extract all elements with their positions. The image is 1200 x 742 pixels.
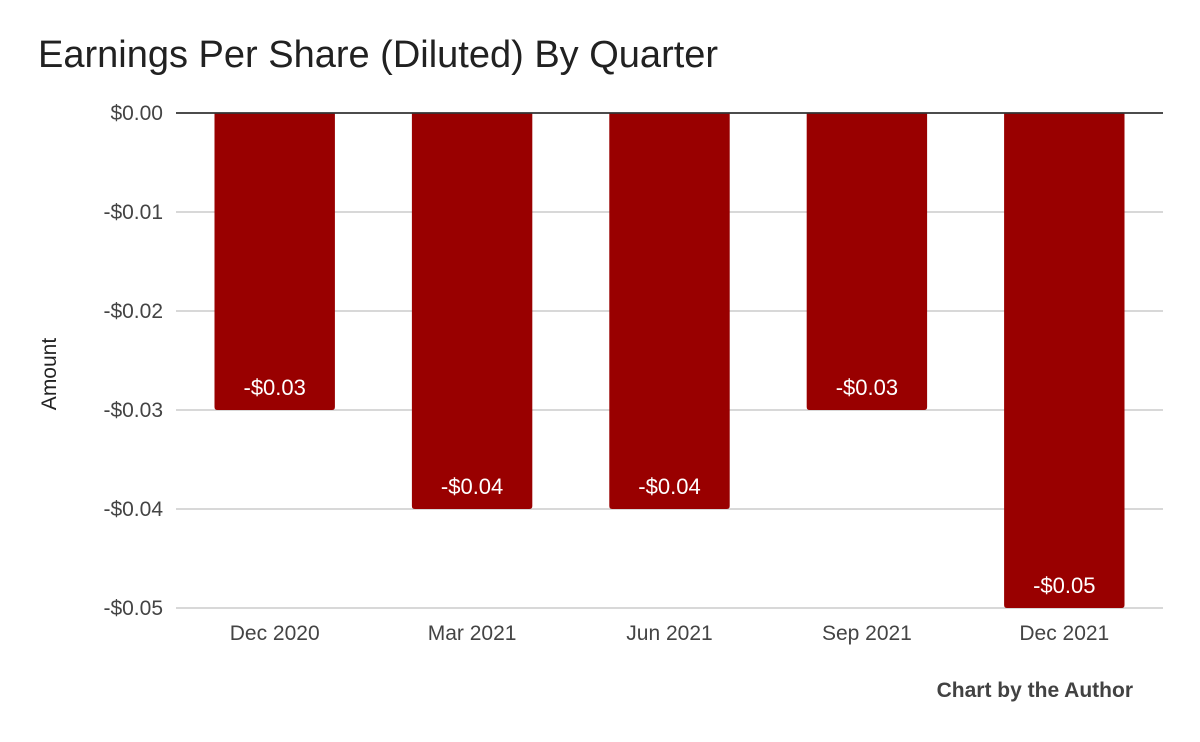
data-label: -$0.03 bbox=[244, 375, 306, 400]
bars bbox=[214, 113, 1125, 608]
y-tick-label: -$0.03 bbox=[103, 399, 163, 422]
bar bbox=[1004, 113, 1125, 608]
bar bbox=[609, 113, 730, 509]
x-tick-label: Dec 2021 bbox=[1019, 622, 1109, 645]
y-tick-label: -$0.02 bbox=[103, 300, 163, 323]
bar bbox=[214, 113, 335, 410]
bar bbox=[411, 113, 533, 509]
x-tick-label: Dec 2020 bbox=[230, 622, 320, 645]
bar bbox=[806, 113, 928, 410]
data-label: -$0.04 bbox=[638, 474, 700, 499]
y-axis-ticks: $0.00 -$0.01 -$0.02 -$0.03 -$0.04 -$0.05 bbox=[103, 102, 163, 620]
chart-credit: Chart by the Author bbox=[936, 679, 1133, 702]
x-tick-label: Mar 2021 bbox=[428, 622, 517, 645]
x-tick-label: Sep 2021 bbox=[822, 622, 912, 645]
y-tick-label: $0.00 bbox=[110, 102, 163, 125]
x-axis-ticks: Dec 2020 Mar 2021 Jun 2021 Sep 2021 Dec 2021 bbox=[230, 622, 1110, 645]
data-label: -$0.03 bbox=[836, 375, 898, 400]
y-tick-label: -$0.04 bbox=[103, 498, 163, 521]
y-axis-label: Amount bbox=[38, 338, 61, 411]
x-tick-label: Jun 2021 bbox=[626, 622, 712, 645]
chart-title: Earnings Per Share (Diluted) By Quarter bbox=[38, 34, 719, 76]
data-labels: -$0.03 -$0.04 -$0.04 -$0.03 -$0.05 bbox=[244, 375, 1096, 598]
y-tick-label: -$0.05 bbox=[103, 597, 163, 620]
data-label: -$0.04 bbox=[441, 474, 503, 499]
data-label: -$0.05 bbox=[1033, 573, 1095, 598]
y-tick-label: -$0.01 bbox=[103, 201, 163, 224]
